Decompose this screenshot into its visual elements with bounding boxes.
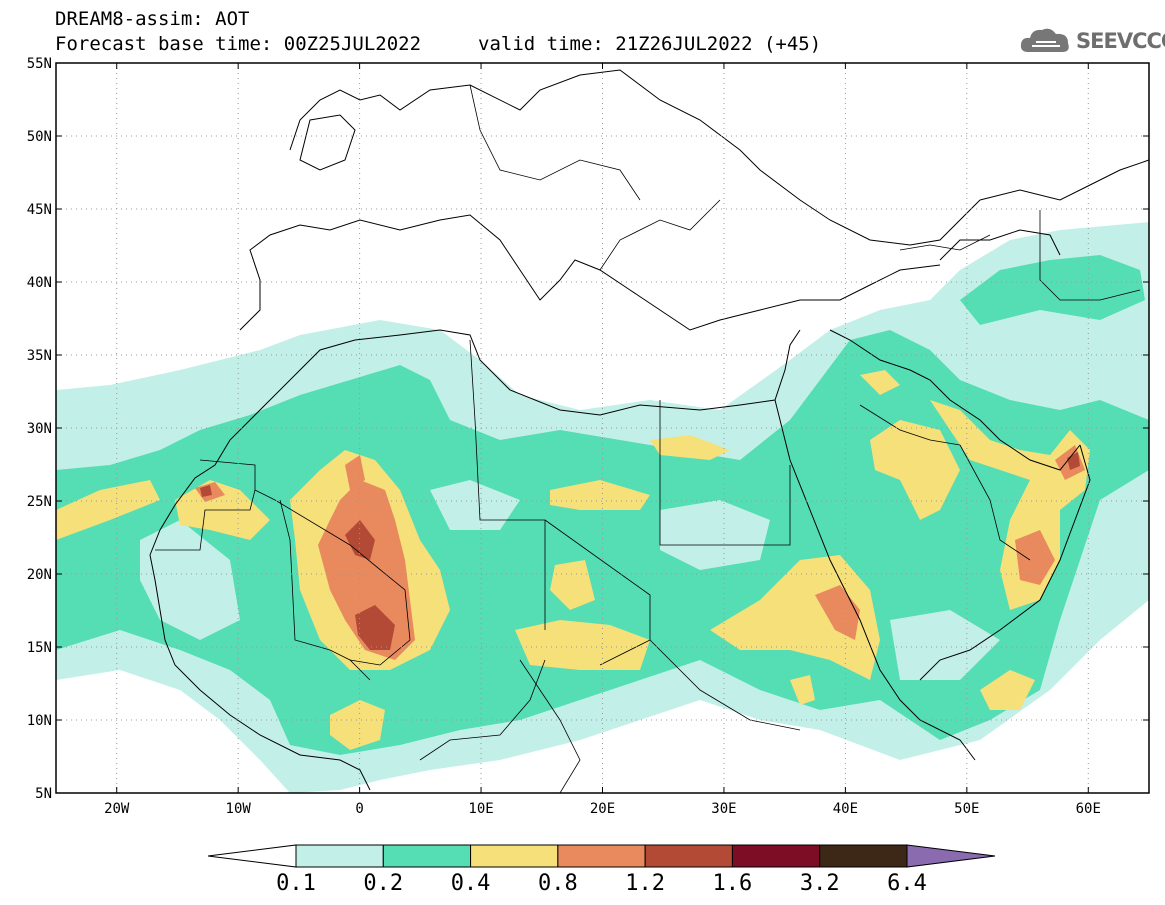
lon-label: 20E bbox=[590, 801, 615, 817]
lat-label: 5N bbox=[35, 786, 52, 802]
colorbar-label: 0.8 bbox=[538, 871, 578, 896]
aot-band-0.4 bbox=[56, 480, 160, 540]
valid-time: valid time: 21Z26JUL2022 (+45) bbox=[478, 33, 822, 55]
aot-field bbox=[56, 222, 1149, 793]
colorbar: 0.1 0.2 0.4 0.8 1.2 1.6 3.2 6.4 bbox=[207, 844, 996, 896]
aot-band-1.2 bbox=[345, 520, 375, 560]
base-time: Forecast base time: 00Z25JUL2022 bbox=[55, 33, 422, 55]
lat-label: 45N bbox=[27, 202, 52, 218]
colorbar-label: 6.4 bbox=[887, 871, 927, 896]
axis-ticks: 55N 50N 45N 40N 35N 30N 25N 20N 15N 10N 5N 20W 10W 0 1… bbox=[27, 56, 1149, 817]
logo-text: SEEVCCC bbox=[1076, 29, 1165, 53]
colorbar-box bbox=[295, 844, 384, 868]
lon-label: 20W bbox=[104, 801, 130, 817]
colorbar-label: 0.1 bbox=[276, 871, 316, 896]
graticule bbox=[56, 63, 1149, 793]
lat-label: 15N bbox=[27, 640, 52, 656]
lat-label: 10N bbox=[27, 713, 52, 729]
lon-label: 0 bbox=[355, 801, 363, 817]
colorbar-label: 0.2 bbox=[363, 871, 403, 896]
lon-label: 10E bbox=[468, 801, 493, 817]
lon-label: 30E bbox=[711, 801, 736, 817]
colorbar-label: 1.2 bbox=[625, 871, 665, 896]
lat-label: 20N bbox=[27, 567, 52, 583]
colorbar-box bbox=[557, 844, 646, 868]
lat-label: 25N bbox=[27, 494, 52, 510]
lat-label: 50N bbox=[27, 129, 52, 145]
cloud-icon bbox=[1020, 28, 1069, 52]
colorbar-box bbox=[382, 844, 472, 868]
lat-label: 40N bbox=[27, 275, 52, 291]
lat-label: 30N bbox=[27, 421, 52, 437]
colorbar-box bbox=[644, 844, 733, 868]
colorbar-box bbox=[819, 844, 908, 868]
colorbar-under bbox=[207, 844, 297, 868]
title-line1: DREAM8-assim: AOT bbox=[55, 8, 250, 30]
colorbar-label: 0.4 bbox=[451, 871, 491, 896]
lon-label: 10W bbox=[226, 801, 252, 817]
aot-band-0.8 bbox=[318, 480, 415, 660]
colorbar-label: 1.6 bbox=[713, 871, 753, 896]
lon-label: 40E bbox=[833, 801, 858, 817]
lon-label: 60E bbox=[1076, 801, 1101, 817]
colorbar-label: 3.2 bbox=[800, 871, 840, 896]
lon-label: 50E bbox=[954, 801, 979, 817]
lat-label: 35N bbox=[27, 348, 52, 364]
colorbar-box bbox=[731, 844, 821, 868]
lat-label: 55N bbox=[27, 56, 52, 72]
colorbar-box bbox=[470, 844, 559, 868]
coastlines bbox=[149, 69, 1149, 791]
country-borders bbox=[155, 84, 1141, 793]
seevccc-logo: SEEVCCC bbox=[1018, 24, 1165, 60]
colorbar-over bbox=[906, 844, 996, 868]
